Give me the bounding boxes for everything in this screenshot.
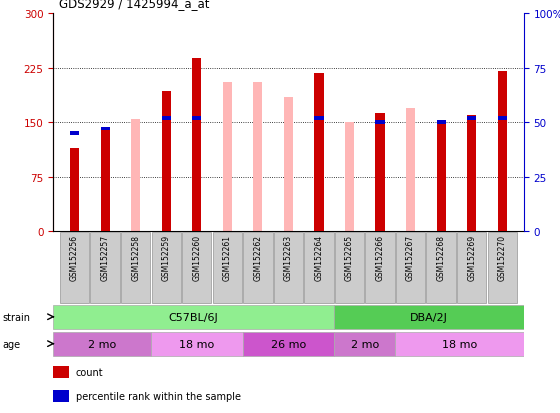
Text: 2 mo: 2 mo xyxy=(351,339,379,349)
FancyBboxPatch shape xyxy=(53,305,334,329)
FancyBboxPatch shape xyxy=(304,232,334,303)
Text: GSM152263: GSM152263 xyxy=(284,234,293,280)
Bar xyxy=(314,117,324,120)
Text: 2 mo: 2 mo xyxy=(88,339,116,349)
Bar xyxy=(375,114,385,231)
Bar xyxy=(101,128,110,131)
Text: GSM152270: GSM152270 xyxy=(498,234,507,280)
FancyBboxPatch shape xyxy=(488,232,517,303)
Text: GSM152265: GSM152265 xyxy=(345,234,354,280)
FancyBboxPatch shape xyxy=(395,332,524,356)
FancyBboxPatch shape xyxy=(335,232,364,303)
Bar xyxy=(253,83,263,231)
FancyBboxPatch shape xyxy=(53,332,151,356)
Bar xyxy=(70,132,79,135)
FancyBboxPatch shape xyxy=(242,332,334,356)
Bar xyxy=(375,121,385,125)
FancyBboxPatch shape xyxy=(213,232,242,303)
Text: GSM152264: GSM152264 xyxy=(315,234,324,280)
Text: DBA/2J: DBA/2J xyxy=(410,312,448,322)
Bar xyxy=(314,74,324,231)
Text: GSM152268: GSM152268 xyxy=(437,234,446,280)
Bar xyxy=(437,121,446,125)
Bar xyxy=(467,117,476,120)
FancyBboxPatch shape xyxy=(274,232,303,303)
Text: GSM152260: GSM152260 xyxy=(192,234,201,280)
FancyBboxPatch shape xyxy=(334,305,524,329)
Text: GSM152261: GSM152261 xyxy=(223,234,232,280)
Text: 18 mo: 18 mo xyxy=(442,339,477,349)
Bar xyxy=(192,59,202,231)
Text: GSM152257: GSM152257 xyxy=(101,234,110,280)
Text: GSM152259: GSM152259 xyxy=(162,234,171,280)
Bar xyxy=(131,119,140,231)
FancyBboxPatch shape xyxy=(365,232,395,303)
Bar xyxy=(437,123,446,231)
FancyBboxPatch shape xyxy=(457,232,486,303)
Bar xyxy=(406,108,415,231)
Text: GSM152258: GSM152258 xyxy=(131,234,140,280)
FancyBboxPatch shape xyxy=(121,232,150,303)
FancyBboxPatch shape xyxy=(182,232,212,303)
FancyBboxPatch shape xyxy=(427,232,456,303)
Text: GDS2929 / 1425994_a_at: GDS2929 / 1425994_a_at xyxy=(59,0,209,10)
FancyBboxPatch shape xyxy=(334,332,395,356)
Text: age: age xyxy=(3,339,21,349)
Bar xyxy=(498,72,507,231)
FancyBboxPatch shape xyxy=(151,332,242,356)
Bar xyxy=(162,92,171,231)
Bar xyxy=(498,117,507,120)
Bar xyxy=(284,97,293,231)
Text: GSM152269: GSM152269 xyxy=(467,234,476,280)
Bar xyxy=(345,123,354,231)
Bar xyxy=(162,117,171,120)
Text: GSM152256: GSM152256 xyxy=(70,234,79,280)
Text: C57BL/6J: C57BL/6J xyxy=(169,312,218,322)
Bar xyxy=(70,148,79,231)
Text: percentile rank within the sample: percentile rank within the sample xyxy=(76,391,241,401)
Text: GSM152267: GSM152267 xyxy=(406,234,415,280)
Bar xyxy=(192,117,202,120)
Text: strain: strain xyxy=(3,312,31,322)
FancyBboxPatch shape xyxy=(91,232,120,303)
Text: GSM152262: GSM152262 xyxy=(253,234,262,280)
Text: GSM152266: GSM152266 xyxy=(376,234,385,280)
FancyBboxPatch shape xyxy=(60,232,89,303)
Text: count: count xyxy=(76,367,103,377)
FancyBboxPatch shape xyxy=(243,232,273,303)
Text: 26 mo: 26 mo xyxy=(271,339,306,349)
FancyBboxPatch shape xyxy=(152,232,181,303)
FancyBboxPatch shape xyxy=(396,232,425,303)
Bar xyxy=(467,116,476,231)
Bar xyxy=(223,83,232,231)
Bar xyxy=(101,128,110,231)
Text: 18 mo: 18 mo xyxy=(179,339,214,349)
